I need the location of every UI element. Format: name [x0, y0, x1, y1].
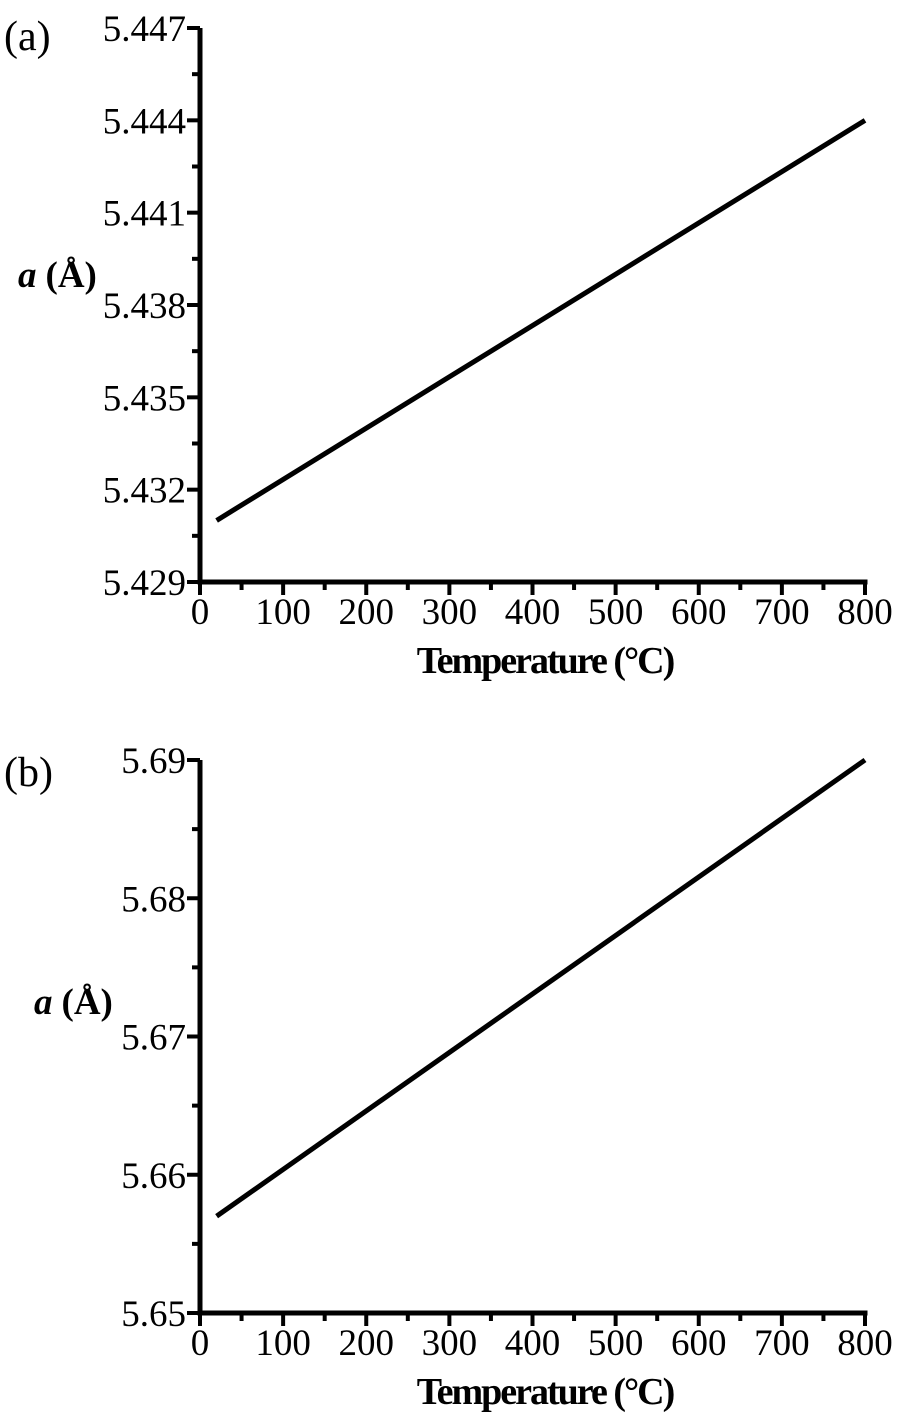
y-tick-label: 5.447: [103, 9, 186, 50]
x-tick-label: 600: [671, 1323, 727, 1364]
panel-b-y-axis-unit: (Å): [61, 982, 113, 1023]
y-tick-label: 5.441: [103, 194, 186, 235]
y-tick-label: 5.432: [103, 471, 186, 512]
y-tick-label: 5.68: [121, 879, 186, 920]
x-tick-label: 0: [191, 1323, 210, 1364]
x-tick-label: 700: [754, 1323, 810, 1364]
data-line: [215, 757, 867, 1219]
y-tick-label: 5.66: [121, 1156, 186, 1197]
panel-a-letter: (a): [4, 14, 51, 60]
y-tick-label: 5.65: [121, 1294, 186, 1335]
x-tick-label: 700: [754, 592, 810, 633]
x-tick-label: 600: [671, 592, 727, 633]
panel-b-y-axis-title: a (Å): [34, 982, 113, 1024]
y-tick-label: 5.435: [103, 378, 186, 419]
x-tick-label: 400: [505, 1323, 561, 1364]
x-tick-label: 800: [837, 592, 893, 633]
x-tick-label: 400: [505, 592, 561, 633]
x-tick-label: 200: [339, 1323, 395, 1364]
x-tick-label: 500: [588, 1323, 644, 1364]
panel-a-y-axis-unit: (Å): [45, 255, 97, 296]
panel-a-plot: 5.429 5.432 5.435 5.438 5.441 5.444 5.447 0 100 2…: [103, 9, 893, 633]
x-tick-label: 800: [837, 1323, 893, 1364]
x-tick-label: 200: [339, 592, 395, 633]
x-tick-label: 500: [588, 592, 644, 633]
y-tick-label: 5.67: [121, 1018, 186, 1059]
panel-a-x-axis-title: Temperature (°C): [416, 640, 676, 682]
x-tick-label: 300: [422, 1323, 478, 1364]
panel-a-y-axis-title: a (Å): [18, 255, 97, 297]
panel-b-y-axis-variable: a: [34, 982, 53, 1023]
y-tick-label: 5.438: [103, 286, 186, 327]
y-tick-label: 5.429: [103, 563, 186, 604]
x-tick-label: 300: [422, 592, 478, 633]
y-tick-label: 5.444: [103, 101, 186, 142]
x-tick-label: 100: [255, 592, 311, 633]
x-tick-label: 0: [191, 592, 210, 633]
panel-b-plot: 5.65 5.66 5.67 5.68 5.69 0 100 200 300 400 500 600 7…: [121, 741, 893, 1364]
panel-a-y-axis-variable: a: [18, 255, 37, 296]
panel-b-x-axis-title: Temperature (°C): [416, 1371, 676, 1413]
x-tick-label: 100: [255, 1323, 311, 1364]
y-tick-label: 5.69: [121, 741, 186, 782]
data-line: [215, 118, 867, 523]
panel-b-letter: (b): [4, 750, 53, 796]
